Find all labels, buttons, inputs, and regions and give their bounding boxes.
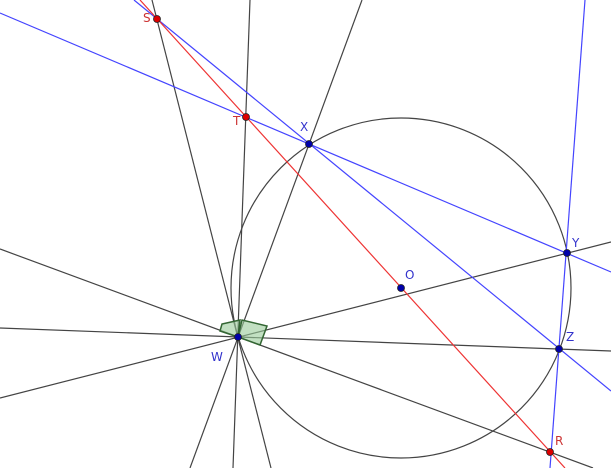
point-label: Y: [571, 236, 580, 250]
point-label: W: [211, 350, 223, 364]
point: [546, 448, 554, 456]
point-label: X: [300, 120, 308, 134]
line: [0, 248, 594, 468]
point: [305, 140, 313, 148]
line: [0, 327, 611, 352]
point: [234, 333, 242, 341]
point: [555, 345, 563, 353]
point: [242, 113, 250, 121]
point: [563, 249, 571, 257]
line: [133, 0, 611, 392]
line: [189, 0, 363, 468]
point-label: T: [232, 114, 241, 128]
point-label: R: [555, 434, 563, 448]
point-label: Z: [566, 330, 574, 344]
angle-mark: [219, 319, 241, 339]
right-angle-marks: [219, 319, 268, 346]
line: [0, 241, 611, 399]
point: [397, 284, 405, 292]
point-label: O: [405, 268, 414, 282]
line: [549, 0, 586, 468]
angle-mark: [237, 319, 268, 346]
points: S T X Y O W Z R: [143, 11, 580, 456]
point: [153, 15, 161, 23]
circle: [230, 117, 572, 459]
point-label: S: [143, 11, 151, 25]
line: [151, 0, 272, 468]
red-line: [139, 0, 566, 468]
line: [232, 0, 251, 468]
